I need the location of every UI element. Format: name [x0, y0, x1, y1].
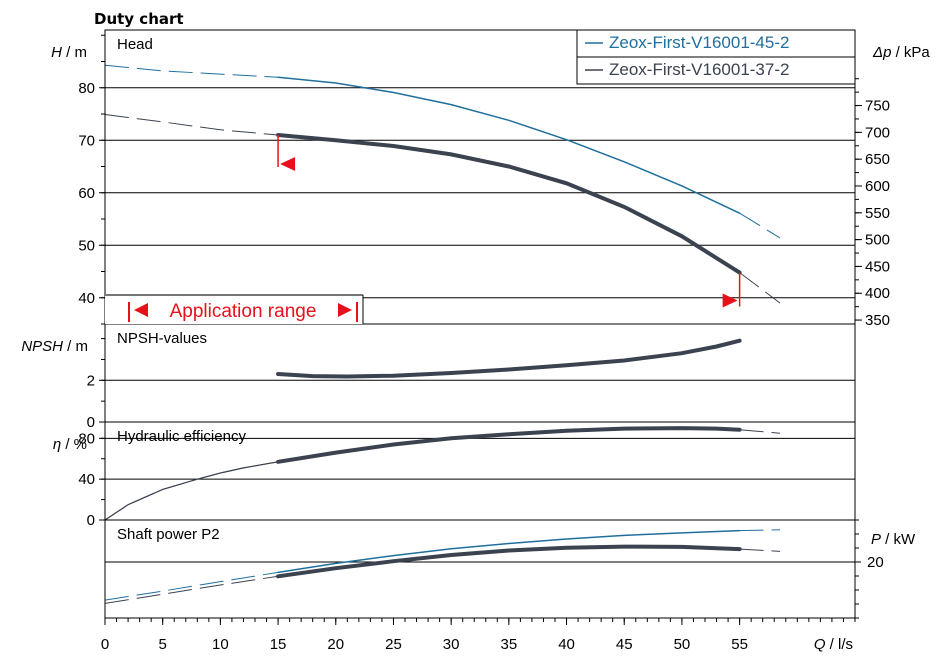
kpa-tick-label: 650 [865, 151, 890, 168]
power-ytick-label: 20 [867, 554, 884, 571]
head-series-line [276, 133, 742, 275]
efficiency-axis-label-unit: / % [61, 436, 87, 453]
legend-entry: Zeox-First-V16001-45-2 [609, 33, 789, 52]
xtick-label: 30 [443, 636, 460, 653]
power-axis-label-unit: / kW [881, 531, 916, 548]
npsh-axis-label-symbol: NPSH [21, 338, 63, 355]
xtick-label: 35 [501, 636, 518, 653]
range-max-marker-arrow [722, 293, 738, 308]
xtick-label: 25 [385, 636, 402, 653]
head-ytick-label: 40 [78, 290, 95, 307]
kpa-tick-label: 600 [865, 178, 890, 195]
head-ytick-label: 70 [78, 132, 95, 149]
head-series-extrap-low [104, 64, 279, 78]
kpa-tick-label: 500 [865, 232, 890, 249]
head-panel-title: Head [117, 36, 153, 53]
kpa-tick-label: 750 [865, 98, 890, 115]
efficiency-series-start [104, 461, 279, 521]
power-series-extrap-high [739, 529, 781, 532]
efficiency-series-extrap-low [104, 461, 279, 521]
head-series-line [277, 76, 741, 214]
kpa-tick-label: 400 [865, 285, 890, 302]
head-series-extrap-high [739, 212, 781, 239]
efficiency-axis-label: η / % [53, 436, 87, 453]
x-axis-label: Q / l/s [814, 636, 853, 653]
head-series-extrap-low [104, 114, 279, 136]
kpa-tick-label: 450 [865, 258, 890, 275]
power-series-line [276, 544, 742, 579]
xtick-label: 0 [101, 636, 109, 653]
xtick-label: 45 [616, 636, 633, 653]
kpa-axis-label-symbol: Δp [872, 44, 891, 61]
legend-entry: Zeox-First-V16001-37-2 [609, 60, 789, 79]
efficiency-ytick-label: 0 [87, 512, 95, 529]
application-range-right-arrow [338, 303, 352, 317]
npsh-ytick-label: 0 [87, 414, 95, 431]
efficiency-ytick-label: 80 [78, 430, 95, 447]
npsh-panel-title: NPSH-values [117, 330, 207, 347]
efficiency-series-extrap-high [739, 429, 781, 434]
power-axis-label-symbol: P [871, 531, 881, 548]
npsh-axis-label-unit: / m [63, 338, 88, 355]
head-axis-label: H / m [51, 44, 87, 61]
xtick-label: 15 [270, 636, 287, 653]
x-axis-label-unit: / l/s [825, 636, 853, 653]
xtick-label: 55 [731, 636, 748, 653]
overlay-layer: Zeox-First-V16001-45-2 Zeox-First-V16001-… [105, 29, 856, 324]
xtick-label: 50 [674, 636, 691, 653]
xtick-label: 5 [159, 636, 167, 653]
npsh-series-line [276, 338, 742, 379]
efficiency-series-line [276, 426, 742, 464]
power-panel-frame [104, 519, 856, 619]
power-series-extrap-high [739, 548, 781, 552]
power-series-extrap-low [104, 571, 279, 601]
kpa-axis-label: Δp / kPa [872, 44, 930, 61]
head-ytick-label: 50 [78, 237, 95, 254]
head-series-extrap-high [739, 272, 781, 304]
efficiency-ytick-label: 40 [78, 471, 95, 488]
efficiency-axis-label-symbol: η [53, 436, 61, 453]
power-panel-title: Shaft power P2 [117, 526, 220, 543]
range-min-marker-arrow [280, 157, 296, 171]
head-ytick-label: 60 [78, 185, 95, 202]
application-range-left-arrow [134, 303, 148, 317]
chart-title: Duty chart [94, 10, 184, 28]
frame-layer [104, 29, 856, 619]
head-axis-label-symbol: H [51, 44, 62, 61]
x-axis-label-symbol: Q [814, 636, 826, 653]
xtick-label: 10 [212, 636, 229, 653]
kpa-tick-label: 350 [865, 312, 890, 329]
application-range-label: Application range [170, 301, 317, 322]
npsh-axis-label: NPSH / m [21, 338, 88, 355]
npsh-ytick-label: 2 [87, 372, 95, 389]
series-layer [104, 64, 781, 604]
power-axis-label: P / kW [871, 531, 916, 548]
head-ytick-label: 80 [78, 80, 95, 97]
power-series-line [277, 529, 741, 574]
kpa-tick-label: 700 [865, 124, 890, 141]
kpa-axis-label-unit: / kPa [891, 44, 930, 61]
xtick-label: 40 [558, 636, 575, 653]
efficiency-panel-title: Hydraulic efficiency [117, 428, 246, 445]
kpa-tick-label: 550 [865, 205, 890, 222]
power-series-extrap-low [104, 575, 279, 604]
head-axis-label-unit: / m [62, 44, 87, 61]
xtick-label: 20 [327, 636, 344, 653]
